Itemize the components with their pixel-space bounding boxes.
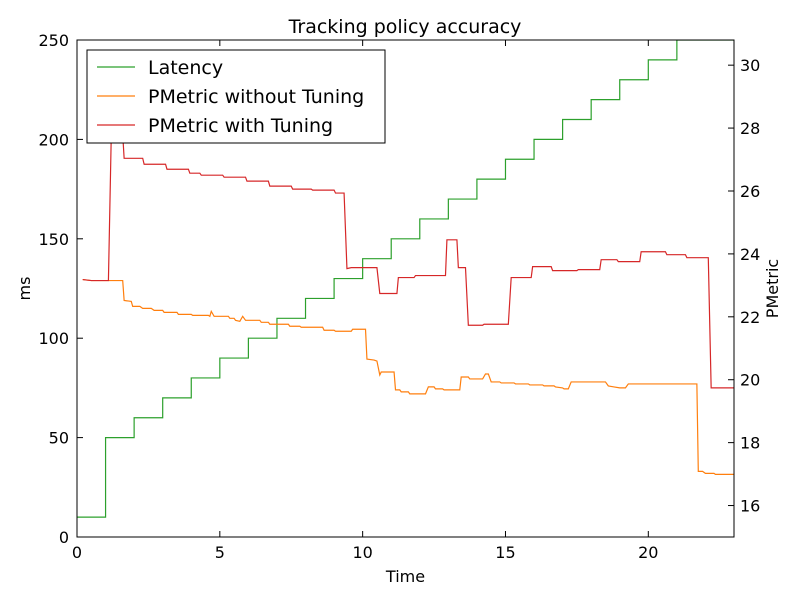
legend-box <box>86 49 386 144</box>
x-tick-label-0: 0 <box>72 543 82 562</box>
series-line-1 <box>82 278 734 475</box>
y2-tick-label-6: 28 <box>740 119 760 138</box>
y2-tick-label-4: 24 <box>740 245 760 264</box>
y2-axis-label: PMetric <box>763 259 782 318</box>
y-tick-label-4: 200 <box>38 130 69 149</box>
x-tick-label-3: 15 <box>495 543 515 562</box>
y2-tick-label-1: 18 <box>740 434 760 453</box>
legend-label-2: PMetric with Tuning <box>148 115 333 137</box>
y-tick-label-2: 100 <box>38 329 69 348</box>
y-tick-label-1: 50 <box>49 429 69 448</box>
series-line-2 <box>82 133 734 389</box>
series-line-0 <box>77 40 734 518</box>
x-tick-label-4: 20 <box>638 543 658 562</box>
x-axis-label: Time <box>385 567 425 586</box>
y2-tick-label-2: 20 <box>740 371 760 390</box>
legend-label-0: Latency <box>148 57 223 79</box>
y2-tick-label-5: 26 <box>740 182 760 201</box>
y-tick-label-3: 150 <box>38 230 69 249</box>
chart-title: Tracking policy accuracy <box>288 16 522 38</box>
y-tick-label-5: 250 <box>38 31 69 50</box>
series-layer <box>77 40 734 518</box>
y-axis-label: ms <box>15 277 34 301</box>
legend: Latency PMetric without Tuning PMetric wit… <box>86 49 386 144</box>
y2-tick-label-0: 16 <box>740 497 760 516</box>
plot-area-frame <box>76 39 735 538</box>
y2-tick-label-7: 30 <box>740 56 760 75</box>
x-tick-label-2: 10 <box>352 543 372 562</box>
x-tick-label-1: 5 <box>215 543 225 562</box>
legend-label-1: PMetric without Tuning <box>148 86 364 108</box>
y-tick-label-0: 0 <box>59 528 69 547</box>
y2-tick-label-3: 22 <box>740 308 760 327</box>
